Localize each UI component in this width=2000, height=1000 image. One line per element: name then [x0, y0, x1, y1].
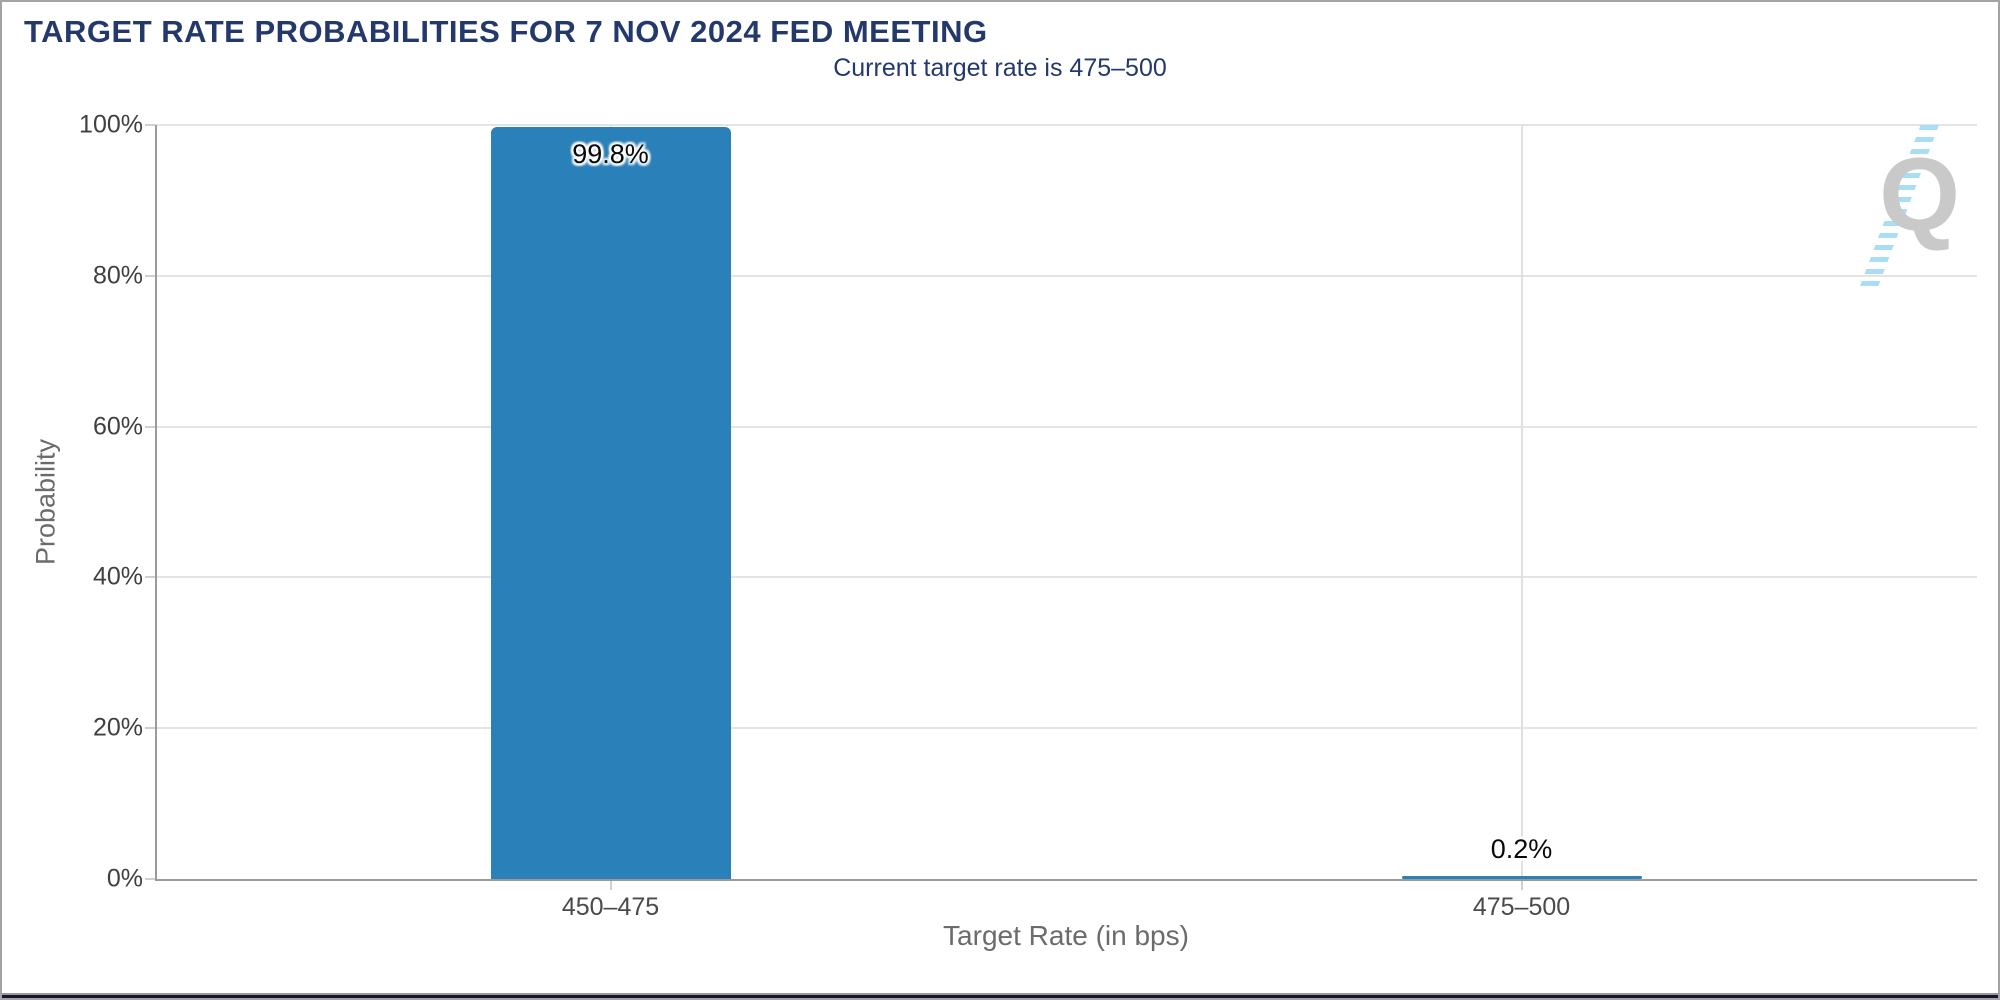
- bar-value-label: 99.8%: [572, 138, 649, 169]
- x-tick-mark: [1520, 881, 1523, 890]
- provider-logo: Q: [1847, 125, 1962, 290]
- y-tick-label: 80%: [92, 261, 143, 290]
- x-category-label: 475–500: [1472, 893, 1571, 921]
- footer-dark-strip: [2, 995, 1998, 998]
- x-tick-mark: [609, 881, 612, 890]
- y-tick-mark: [145, 425, 155, 428]
- chart-title: TARGET RATE PROBABILITIES FOR 7 NOV 2024…: [24, 14, 988, 49]
- y-axis-title: Probability: [30, 438, 61, 566]
- footer-divider: [2, 993, 1998, 995]
- probability-bar[interactable]: [1401, 876, 1642, 879]
- h-gridline: [155, 727, 1977, 730]
- y-tick-mark: [145, 878, 155, 880]
- y-tick-label: 20%: [92, 713, 143, 742]
- probability-bar[interactable]: [490, 126, 731, 879]
- y-tick-label: 0%: [106, 864, 143, 893]
- y-tick-label: 40%: [92, 562, 143, 591]
- x-axis-line: [155, 879, 1977, 881]
- y-tick-mark: [145, 576, 155, 579]
- v-gridline: [1520, 125, 1523, 879]
- y-tick-label: 60%: [92, 412, 143, 441]
- chart-subtitle: Current target rate is 475–500: [833, 54, 1167, 82]
- y-tick-label: 100%: [79, 110, 143, 139]
- logo-q-icon: Q: [1879, 137, 1960, 253]
- x-category-label: 450–475: [561, 893, 660, 921]
- h-gridline: [155, 124, 1977, 126]
- h-gridline: [155, 425, 1977, 428]
- h-gridline: [155, 274, 1977, 277]
- y-axis-line: [155, 125, 157, 881]
- h-gridline: [155, 576, 1977, 579]
- bar-value-label: 0.2%: [1490, 834, 1553, 864]
- y-tick-mark: [145, 274, 155, 277]
- x-axis-title: Target Rate (in bps): [943, 920, 1189, 951]
- y-tick-mark: [145, 124, 155, 126]
- y-tick-mark: [145, 727, 155, 730]
